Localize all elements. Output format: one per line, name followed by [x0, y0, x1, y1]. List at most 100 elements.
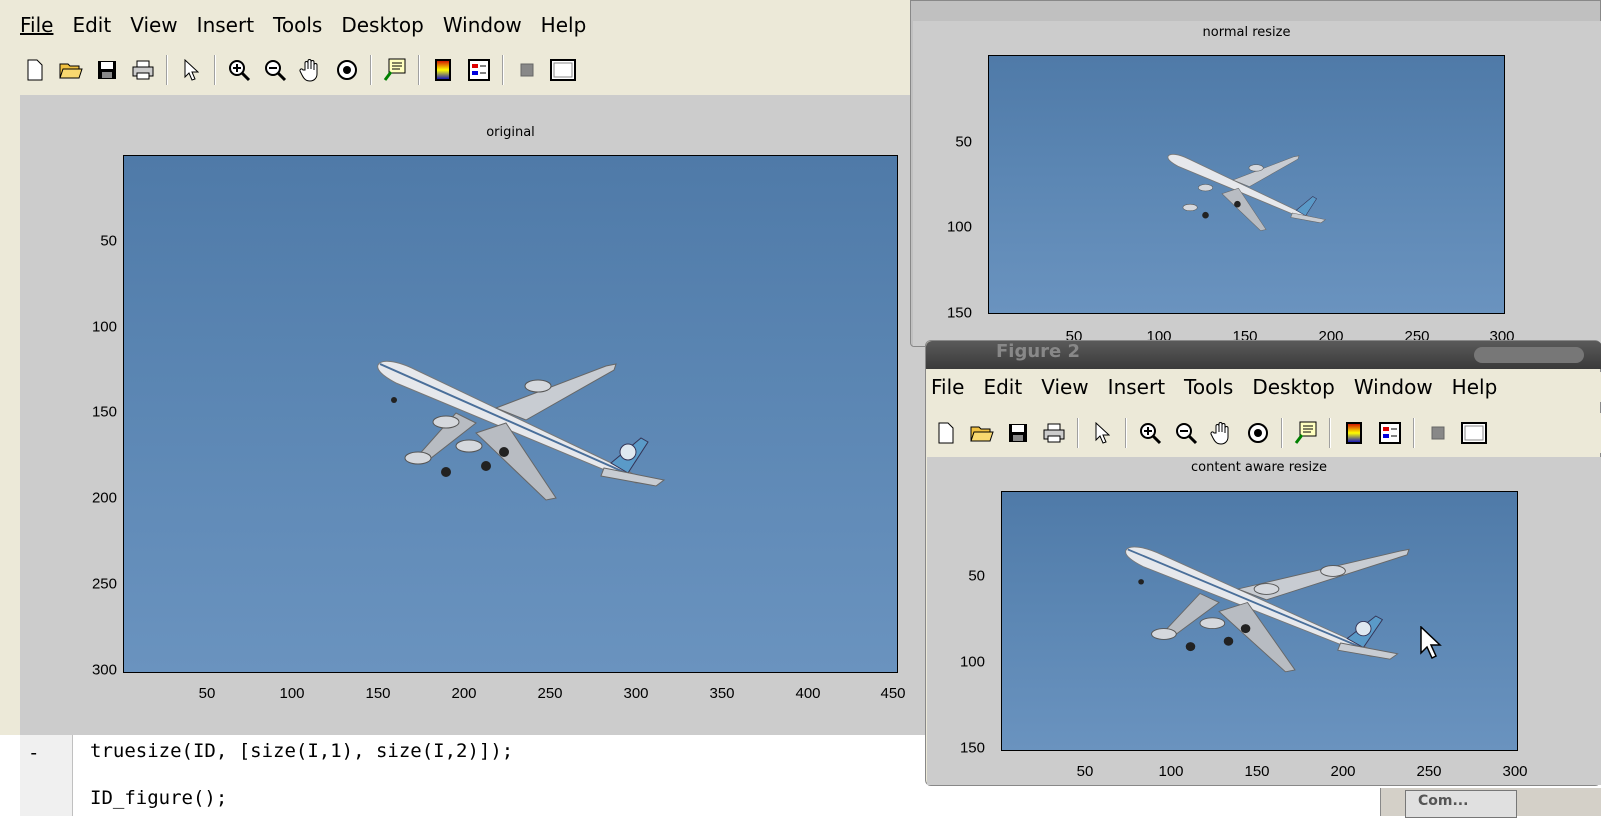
x-tick: 100	[279, 685, 305, 702]
figure-canvas: original	[20, 95, 925, 735]
window-controls[interactable]	[1474, 347, 1584, 363]
save-disk-icon	[1009, 424, 1027, 442]
code-line[interactable]: ID_figure();	[90, 787, 228, 809]
zoom-out-button[interactable]	[1171, 418, 1201, 448]
figure-window-figure-2: Figure 2 File Edit View Insert Tools Des…	[925, 340, 1601, 786]
legend-icon	[1379, 422, 1401, 444]
menu-tools[interactable]: Tools	[1184, 375, 1234, 399]
rotate-3d-button[interactable]	[332, 55, 362, 85]
toolbar-separator	[502, 55, 504, 85]
axes-original[interactable]	[123, 155, 898, 673]
menu-file[interactable]: File	[20, 13, 53, 37]
y-tick: 300	[91, 661, 117, 679]
axes-content-aware[interactable]	[1001, 491, 1518, 751]
menu-window[interactable]: Window	[1353, 375, 1433, 399]
menu-desktop[interactable]: Desktop	[1252, 375, 1335, 399]
taskbar-label: Com...	[1418, 793, 1469, 809]
airplane-image	[1167, 153, 1327, 231]
x-tick: 50	[1076, 763, 1094, 780]
hide-plot-tools-button[interactable]	[512, 55, 542, 85]
menu-desktop[interactable]: Desktop	[341, 13, 424, 37]
save-disk-icon	[98, 61, 116, 79]
menu-help[interactable]: Help	[540, 13, 587, 37]
print-figure-button[interactable]	[128, 55, 158, 85]
zoom-in-icon	[1140, 423, 1162, 445]
hand-pan-icon	[1210, 422, 1229, 445]
toolbar-separator	[166, 55, 168, 85]
figure-toolbar	[20, 50, 925, 90]
save-figure-button[interactable]	[92, 55, 122, 85]
y-tick: 50	[100, 232, 117, 250]
new-figure-button[interactable]	[20, 55, 50, 85]
rotate-3d-button[interactable]	[1243, 418, 1273, 448]
toolbar-separator	[1413, 418, 1415, 448]
hide-tools-icon	[1431, 426, 1445, 440]
menu-tools[interactable]: Tools	[273, 13, 323, 37]
menu-file[interactable]: File	[931, 375, 965, 399]
menu-view[interactable]: View	[1041, 375, 1089, 399]
hide-plot-tools-button[interactable]	[1423, 418, 1453, 448]
zoom-in-button[interactable]	[1135, 418, 1165, 448]
toolbar-separator	[1125, 418, 1127, 448]
zoom-out-icon	[265, 60, 287, 82]
y-tick: 200	[91, 489, 117, 507]
data-cursor-button[interactable]	[380, 55, 410, 85]
airplane-image	[377, 360, 666, 501]
menu-help[interactable]: Help	[1451, 375, 1498, 399]
figure-toolbar	[931, 413, 1601, 453]
new-figure-button[interactable]	[931, 418, 961, 448]
x-tick: 300	[1502, 763, 1528, 780]
figure-window-normal-resize: normal resize 50 100 150 50	[910, 0, 1601, 347]
edit-plot-button[interactable]	[176, 55, 206, 85]
new-file-icon	[938, 422, 954, 444]
x-tick: 250	[537, 685, 563, 702]
legend-icon	[468, 59, 490, 81]
insert-colorbar-button[interactable]	[428, 55, 458, 85]
y-tick: 150	[91, 403, 117, 421]
data-cursor-icon	[1294, 421, 1317, 444]
menu-insert[interactable]: Insert	[196, 13, 255, 37]
pan-button[interactable]	[1207, 418, 1237, 448]
menu-view[interactable]: View	[130, 13, 178, 37]
open-file-button[interactable]	[56, 55, 86, 85]
show-plot-tools-button[interactable]	[548, 55, 578, 85]
printer-icon	[132, 60, 154, 80]
line-marker: -	[28, 742, 40, 764]
menu-insert[interactable]: Insert	[1107, 375, 1166, 399]
x-tick: 400	[795, 685, 821, 702]
menu-file-label: File	[20, 13, 54, 37]
taskbar-button[interactable]: Com...	[1405, 790, 1517, 818]
y-tick: 150	[946, 304, 972, 322]
figure-window-original: File Edit View Insert Tools Desktop Wind…	[0, 0, 925, 735]
show-plot-tools-button[interactable]	[1459, 418, 1489, 448]
menu-edit[interactable]: Edit	[72, 13, 112, 37]
insert-legend-button[interactable]	[1375, 418, 1405, 448]
x-tick: 450	[880, 685, 906, 702]
new-file-icon	[27, 59, 43, 81]
print-figure-button[interactable]	[1039, 418, 1069, 448]
x-tick: 50	[198, 685, 216, 702]
code-editor[interactable]: - truesize(ID, [size(I,1), size(I,2)]); …	[20, 735, 925, 816]
data-cursor-button[interactable]	[1291, 418, 1321, 448]
y-tick: 100	[946, 218, 972, 236]
airplane-image	[1125, 546, 1410, 673]
insert-colorbar-button[interactable]	[1339, 418, 1369, 448]
code-line[interactable]: truesize(ID, [size(I,1), size(I,2)]);	[90, 740, 514, 762]
zoom-out-icon	[1176, 423, 1198, 445]
zoom-out-button[interactable]	[260, 55, 290, 85]
figure-canvas: normal resize 50 100 150 50	[913, 21, 1601, 346]
save-figure-button[interactable]	[1003, 418, 1033, 448]
axes-normal-resize[interactable]	[988, 55, 1505, 314]
open-file-button[interactable]	[967, 418, 997, 448]
pan-button[interactable]	[296, 55, 326, 85]
window-title-bar: Figure 2	[926, 341, 1601, 369]
menu-window[interactable]: Window	[442, 13, 522, 37]
hand-pan-icon	[299, 59, 318, 82]
insert-legend-button[interactable]	[464, 55, 494, 85]
axes-title: content aware resize	[1191, 460, 1327, 475]
edit-plot-button[interactable]	[1087, 418, 1117, 448]
zoom-in-button[interactable]	[224, 55, 254, 85]
mouse-cursor-icon	[1420, 626, 1442, 660]
axes-title: normal resize	[1202, 25, 1291, 40]
menu-edit[interactable]: Edit	[983, 375, 1023, 399]
